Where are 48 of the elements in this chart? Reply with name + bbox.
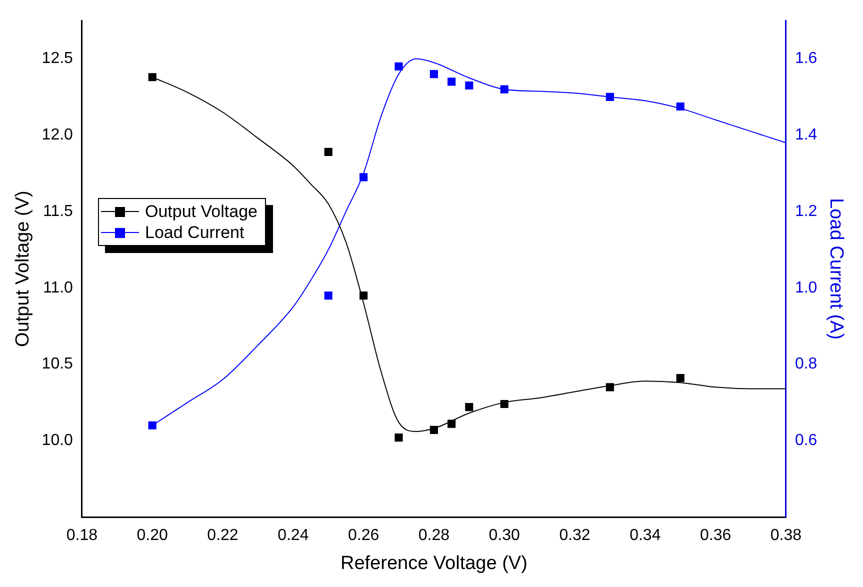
legend-label: Output Voltage	[145, 202, 258, 222]
point	[606, 92, 614, 102]
y2-tick-label: 0.6	[794, 432, 818, 450]
y-axis-title: Output Voltage (V)	[12, 190, 34, 347]
x-tick-label: 0.24	[278, 527, 309, 544]
point	[500, 85, 508, 94]
x-tick-label: 0.28	[418, 527, 450, 544]
point	[394, 434, 403, 442]
y-tick-label: 12.0	[42, 126, 74, 144]
x-tick-label: 0.22	[207, 527, 238, 544]
point	[606, 383, 614, 392]
point	[360, 173, 368, 182]
x-tick-label: 0.18	[66, 527, 98, 544]
y2-tick-label: 1.4	[794, 126, 818, 144]
y-tick-label: 10.5	[42, 356, 74, 373]
point	[448, 420, 456, 428]
legend-label: Load Current	[145, 222, 244, 242]
y2-tick-label: 1.6	[794, 50, 818, 68]
point	[148, 73, 156, 82]
point	[676, 374, 684, 382]
point	[430, 426, 438, 434]
y2-tick-label: 1.2	[794, 202, 818, 220]
x-tick-label: 0.36	[700, 527, 732, 544]
y2-axis-title: Load Current (A)	[825, 198, 846, 340]
point	[500, 400, 508, 408]
point	[465, 81, 474, 90]
point	[324, 291, 332, 300]
x-tick-label: 0.32	[559, 527, 590, 544]
point	[430, 70, 438, 78]
point	[148, 421, 156, 430]
point	[448, 78, 456, 86]
x-axis-title: Reference Voltage (V)	[340, 552, 528, 574]
point	[324, 148, 332, 156]
y-tick-label: 11.5	[42, 202, 74, 220]
y-tick-label: 12.5	[42, 50, 74, 68]
x-tick-label: 0.34	[630, 527, 661, 544]
y2-tick-label: 1.0	[794, 279, 818, 296]
x-tick-label: 0.38	[770, 527, 802, 544]
point	[360, 291, 368, 300]
y2-tick-label: 0.8	[794, 356, 818, 373]
y-tick-label: 10.0	[42, 432, 74, 450]
x-tick-label: 0.30	[488, 527, 520, 544]
point	[394, 62, 403, 70]
x-tick-label: 0.26	[348, 527, 380, 544]
y-tick-label: 11.0	[42, 279, 74, 296]
point	[465, 402, 474, 412]
point	[676, 102, 684, 111]
x-tick-label: 0.20	[136, 527, 168, 544]
